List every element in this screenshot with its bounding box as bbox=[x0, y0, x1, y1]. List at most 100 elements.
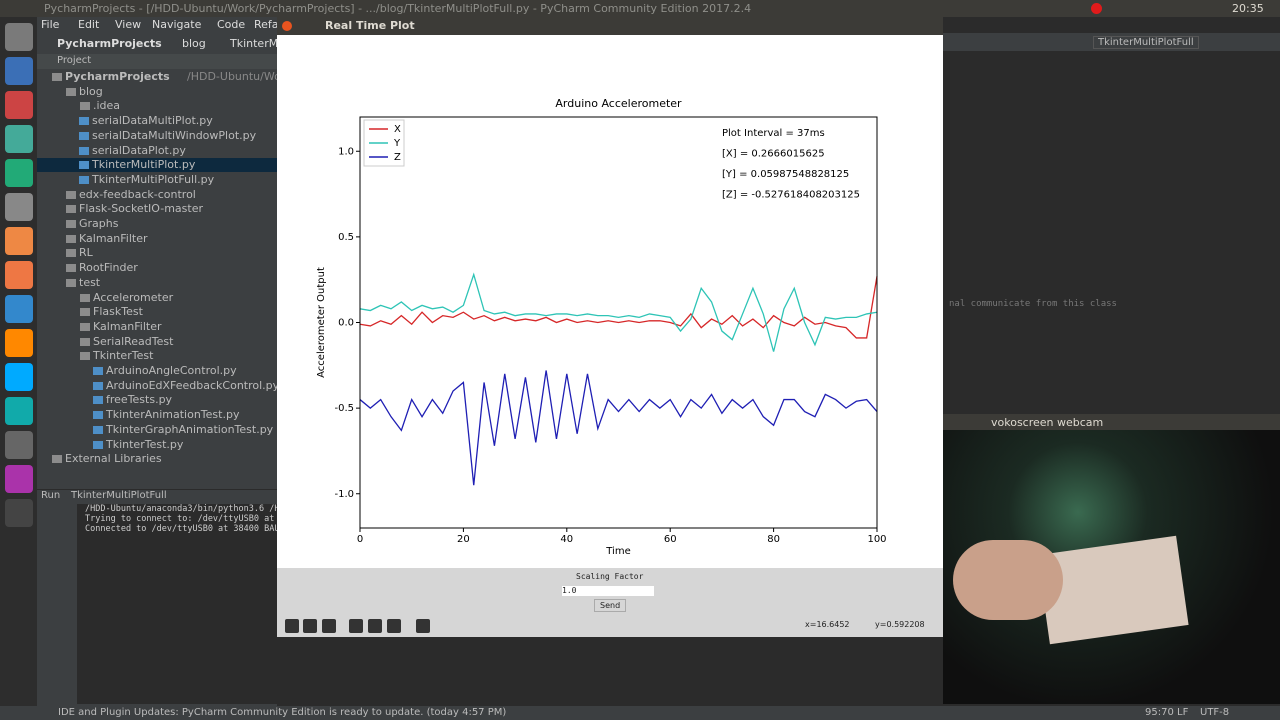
cursor-position: 95:70 bbox=[1145, 707, 1174, 718]
tree-icon bbox=[93, 367, 103, 375]
status-message: IDE and Plugin Updates: PyCharm Communit… bbox=[58, 707, 507, 718]
launcher bbox=[0, 17, 37, 720]
tree-item[interactable]: KalmanFilter bbox=[93, 319, 162, 333]
tree-icon bbox=[79, 117, 89, 126]
tree-icon bbox=[93, 411, 103, 420]
launcher-icon[interactable] bbox=[5, 363, 33, 391]
launcher-icon[interactable] bbox=[5, 465, 33, 493]
nav-button[interactable] bbox=[416, 619, 430, 633]
x-tick-label: 20 bbox=[457, 534, 470, 545]
tree-item[interactable]: KalmanFilter bbox=[79, 231, 148, 245]
tree-item[interactable]: Graphs bbox=[79, 217, 119, 230]
chart-title: Arduino Accelerometer bbox=[555, 97, 682, 110]
chart: Arduino Accelerometer Time Accelerometer O… bbox=[277, 35, 943, 568]
plot-window: Real Time Plot Arduino Accelerometer Time… bbox=[277, 17, 943, 637]
tree-icon bbox=[79, 131, 89, 140]
tree-item[interactable]: External Libraries bbox=[65, 452, 162, 466]
line-separator[interactable]: LF bbox=[1177, 707, 1189, 718]
x-axis-label: Time bbox=[605, 546, 630, 557]
tree-icon bbox=[80, 337, 90, 346]
tree-item[interactable]: .idea bbox=[93, 99, 121, 113]
launcher-icon[interactable] bbox=[5, 329, 33, 357]
menu-item[interactable]: Edit bbox=[78, 18, 100, 31]
nav-button[interactable] bbox=[349, 619, 363, 633]
send-button[interactable]: Send bbox=[594, 599, 627, 612]
run-header: Run TkinterMultiPlotFull bbox=[37, 489, 277, 504]
tree-icon bbox=[80, 102, 90, 111]
tree-item[interactable]: blog bbox=[79, 84, 103, 98]
series-line bbox=[359, 276, 878, 339]
nav-button[interactable] bbox=[303, 619, 317, 633]
tree-item[interactable]: RL bbox=[79, 246, 93, 260]
tree-icon bbox=[52, 73, 62, 81]
tree-icon bbox=[80, 293, 90, 302]
tree-item[interactable]: SerialReadTest bbox=[93, 334, 174, 348]
nav-button[interactable] bbox=[322, 619, 336, 633]
tree-item[interactable]: Flask-SocketIO-master bbox=[79, 202, 203, 216]
tree-item[interactable]: TkinterMultiPlot.py bbox=[92, 158, 196, 172]
tree-item[interactable]: ArduinoAngleControl.py bbox=[106, 364, 237, 377]
webcam-title: vokoscreen webcam bbox=[991, 416, 1104, 429]
tree-item[interactable]: FlaskTest bbox=[93, 305, 143, 319]
tree-icon bbox=[66, 87, 76, 96]
toolbar: TkinterMultiPlotFull bbox=[943, 33, 1280, 51]
launcher-icon[interactable] bbox=[5, 125, 33, 153]
tree-item[interactable]: PycharmProjects bbox=[65, 70, 170, 83]
scaling-input[interactable]: 1.0 bbox=[562, 586, 654, 596]
nav-button[interactable] bbox=[387, 619, 401, 633]
tree-item[interactable]: TkinterTest bbox=[93, 349, 154, 363]
tree-icon bbox=[66, 249, 76, 258]
run-config-select[interactable]: TkinterMultiPlotFull bbox=[1093, 36, 1199, 49]
launcher-icon[interactable] bbox=[5, 193, 33, 221]
tree-icon bbox=[80, 352, 90, 361]
tree-item[interactable]: TkinterAnimationTest.py bbox=[106, 408, 240, 422]
tree-item[interactable]: serialDataMultiPlot.py bbox=[92, 114, 213, 128]
annotation: Plot Interval = 37ms bbox=[722, 128, 825, 139]
launcher-icon[interactable] bbox=[5, 295, 33, 323]
tree-item[interactable]: serialDataPlot.py bbox=[92, 143, 186, 157]
tree-item[interactable]: ArduinoEdXFeedbackControl.py bbox=[106, 378, 280, 392]
launcher-icon[interactable] bbox=[5, 23, 33, 51]
menu-item[interactable]: Code bbox=[217, 18, 246, 31]
console-line: Trying to connect to: /dev/ttyUSB0 at 38… bbox=[85, 514, 295, 524]
selection bbox=[37, 158, 277, 173]
tree-item[interactable]: Accelerometer bbox=[93, 290, 174, 304]
launcher-icon[interactable] bbox=[5, 261, 33, 289]
launcher-icon[interactable] bbox=[5, 159, 33, 187]
tree-item[interactable]: RootFinder bbox=[79, 261, 138, 275]
x-tick-label: 0 bbox=[357, 534, 363, 545]
menu-item[interactable]: File bbox=[41, 18, 60, 31]
launcher-icon[interactable] bbox=[5, 431, 33, 459]
tree-item[interactable]: freeTests.py bbox=[106, 393, 173, 407]
legend-label: Z bbox=[394, 152, 401, 163]
launcher-icon[interactable] bbox=[5, 227, 33, 255]
launcher-icon[interactable] bbox=[5, 91, 33, 119]
close-button[interactable] bbox=[282, 21, 292, 31]
y-tick-label: 0.0 bbox=[338, 318, 354, 329]
tree-item[interactable]: TkinterGraphAnimationTest.py bbox=[106, 422, 274, 436]
clock: 20:35 bbox=[1232, 2, 1264, 15]
menu-item[interactable]: Navigate bbox=[152, 18, 202, 31]
launcher-icon[interactable] bbox=[5, 397, 33, 425]
tree-item[interactable]: TkinterTest.py bbox=[106, 437, 184, 451]
tree-icon bbox=[66, 190, 76, 199]
tree-icon bbox=[79, 175, 89, 184]
launcher-icon[interactable] bbox=[5, 499, 33, 527]
x-tick-label: 100 bbox=[867, 534, 886, 545]
nav-button[interactable] bbox=[368, 619, 382, 633]
encoding[interactable]: UTF-8 bbox=[1200, 707, 1230, 718]
y-axis-label: Accelerometer Output bbox=[316, 267, 327, 378]
nav-button[interactable] bbox=[285, 619, 299, 633]
tree-icon bbox=[93, 440, 103, 449]
menu-item[interactable]: View bbox=[115, 18, 142, 31]
tree-icon bbox=[52, 455, 62, 464]
tree-item[interactable]: edx-feedback-control bbox=[79, 187, 196, 201]
ide-left: FileEditViewNavigateCodeRefactorRun Pych… bbox=[37, 17, 343, 717]
launcher-icon[interactable] bbox=[5, 57, 33, 85]
tree-item[interactable]: test bbox=[79, 275, 101, 289]
tree-item[interactable]: serialDataMultiWindowPlot.py bbox=[92, 128, 257, 142]
tray-icon[interactable] bbox=[1091, 3, 1102, 14]
tree-item[interactable]: TkinterMultiPlotFull.py bbox=[92, 172, 215, 186]
tree-icon bbox=[93, 381, 103, 390]
